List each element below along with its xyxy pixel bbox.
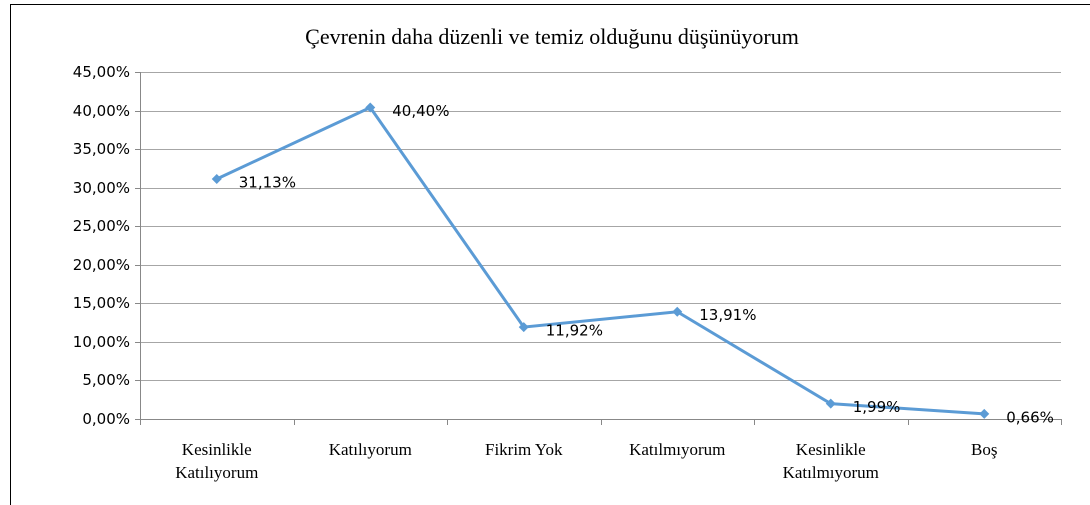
x-tick-label: Kesinlikle Katılıyorum (175, 440, 259, 482)
marker (211, 173, 222, 184)
data-label: 13,91% (699, 306, 756, 324)
line (216, 105, 985, 416)
data-label: 1,99% (853, 398, 901, 416)
frame (10, 4, 1090, 505)
marker (825, 398, 836, 409)
y-tick-label: 45,00% (73, 63, 130, 81)
data-label: 40,40% (392, 102, 449, 120)
marker (365, 102, 376, 113)
marker (672, 306, 683, 317)
y-tick-label: 15,00% (73, 294, 130, 312)
marker (979, 408, 990, 419)
data-label: 0,66% (1006, 408, 1054, 426)
y-tick-label: 35,00% (73, 140, 130, 158)
data-label: 11,92% (546, 322, 603, 340)
y-tick-label: 25,00% (73, 217, 130, 235)
x-tick-label: Kesinlikle Katılmıyorum (782, 440, 879, 482)
x-tick-label: Fikrim Yok (485, 440, 563, 459)
y-tick-label: 30,00% (73, 179, 130, 197)
data-label: 31,13% (239, 173, 296, 191)
y-tick-label: 40,00% (73, 102, 130, 120)
y-tick-label: 20,00% (73, 256, 130, 274)
x-tick-label: Boş (971, 440, 998, 459)
y-tick-label: 10,00% (73, 333, 130, 351)
chart-title: Çevrenin daha düzenli ve temiz olduğunu … (305, 24, 799, 49)
y-tick-label: 0,00% (82, 410, 130, 428)
y-tick-label: 5,00% (82, 371, 130, 389)
marker (518, 322, 529, 333)
x-tick-label: Katılıyorum (328, 440, 412, 459)
x-tick-label: Katılmıyorum (629, 440, 726, 459)
